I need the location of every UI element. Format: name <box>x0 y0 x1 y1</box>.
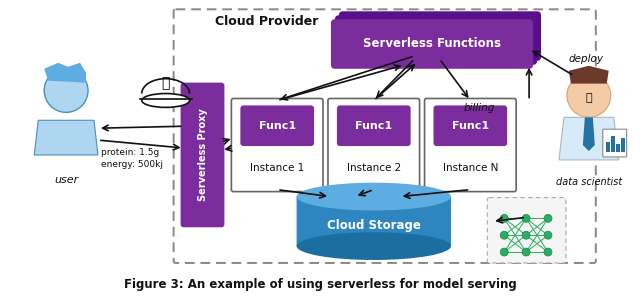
FancyBboxPatch shape <box>180 83 225 227</box>
Polygon shape <box>296 197 451 246</box>
Circle shape <box>522 231 530 239</box>
Text: Func1: Func1 <box>452 121 489 131</box>
Circle shape <box>567 74 611 117</box>
Ellipse shape <box>296 183 451 210</box>
Text: energy: 500kj: energy: 500kj <box>101 160 163 169</box>
Text: Figure 3: An example of using serverless for model serving: Figure 3: An example of using serverless… <box>124 278 516 291</box>
Text: deploy: deploy <box>569 54 604 64</box>
Text: 🌿: 🌿 <box>161 77 170 91</box>
Polygon shape <box>559 117 619 160</box>
Circle shape <box>500 231 508 239</box>
Circle shape <box>544 231 552 239</box>
Ellipse shape <box>296 232 451 260</box>
Text: 👓: 👓 <box>586 94 592 104</box>
FancyBboxPatch shape <box>335 15 537 65</box>
Polygon shape <box>44 63 86 83</box>
FancyBboxPatch shape <box>328 98 420 192</box>
Circle shape <box>544 214 552 222</box>
FancyBboxPatch shape <box>603 129 627 157</box>
Text: data scientist: data scientist <box>556 177 622 187</box>
FancyBboxPatch shape <box>296 197 451 246</box>
Bar <box>616 144 620 152</box>
Bar <box>605 142 610 152</box>
Bar <box>621 138 625 152</box>
Ellipse shape <box>142 94 189 107</box>
FancyBboxPatch shape <box>339 11 541 61</box>
Text: Serverless Functions: Serverless Functions <box>363 38 501 51</box>
Text: Func1: Func1 <box>355 121 392 131</box>
Text: Instance 1: Instance 1 <box>250 163 304 173</box>
Text: protein: 1.5g: protein: 1.5g <box>101 148 159 157</box>
Circle shape <box>500 214 508 222</box>
Polygon shape <box>35 120 98 155</box>
Text: user: user <box>54 175 78 185</box>
FancyBboxPatch shape <box>331 19 533 69</box>
Bar <box>611 136 614 152</box>
FancyBboxPatch shape <box>337 105 411 146</box>
FancyBboxPatch shape <box>241 105 314 146</box>
Circle shape <box>500 248 508 256</box>
FancyBboxPatch shape <box>232 98 323 192</box>
FancyBboxPatch shape <box>433 105 507 146</box>
Text: Cloud Storage: Cloud Storage <box>327 219 420 232</box>
Text: Instance N: Instance N <box>443 163 498 173</box>
FancyBboxPatch shape <box>424 98 516 192</box>
Polygon shape <box>569 66 609 84</box>
Text: Func1: Func1 <box>259 121 296 131</box>
Text: Cloud Provider: Cloud Provider <box>216 15 319 28</box>
Text: Serverless Proxy: Serverless Proxy <box>198 109 207 201</box>
FancyBboxPatch shape <box>487 197 566 263</box>
Text: Instance 2: Instance 2 <box>347 163 401 173</box>
Text: billing: billing <box>463 103 495 113</box>
Circle shape <box>522 248 530 256</box>
Polygon shape <box>583 117 595 151</box>
Circle shape <box>522 214 530 222</box>
Circle shape <box>44 69 88 112</box>
Circle shape <box>544 248 552 256</box>
